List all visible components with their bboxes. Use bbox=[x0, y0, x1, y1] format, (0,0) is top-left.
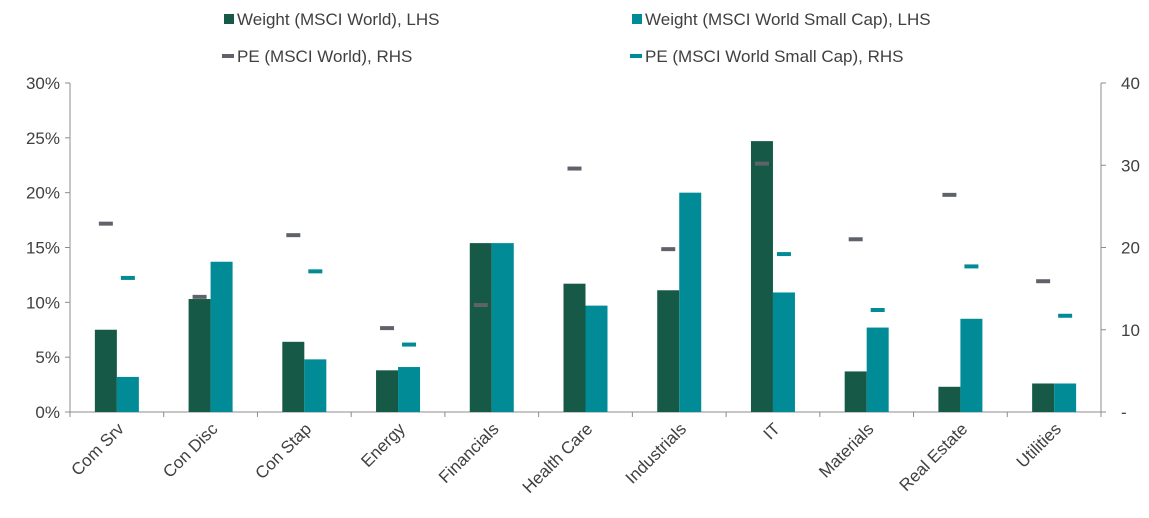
bar-msci-world bbox=[282, 341, 305, 412]
right-tick-label: 40 bbox=[1121, 74, 1140, 93]
right-tick-label: 10 bbox=[1121, 321, 1140, 340]
bar-msci-world-small-cap bbox=[210, 261, 233, 412]
right-tick-label: - bbox=[1121, 403, 1127, 422]
category-label: Real Estate bbox=[896, 419, 972, 495]
bar-msci-world-small-cap bbox=[866, 327, 889, 412]
category-label: Com Srv bbox=[67, 419, 128, 480]
legend-swatch bbox=[632, 14, 642, 24]
bar-msci-world-small-cap bbox=[1054, 383, 1077, 412]
left-tick-label: 30% bbox=[26, 74, 60, 93]
bar-msci-world-small-cap bbox=[585, 305, 608, 412]
bar-msci-world-small-cap bbox=[491, 243, 514, 412]
category-label: Industrials bbox=[622, 419, 690, 487]
bar-msci-world-small-cap bbox=[772, 292, 795, 412]
bar-msci-world bbox=[657, 290, 680, 412]
bar-msci-world bbox=[563, 283, 586, 412]
bar-msci-world-small-cap bbox=[398, 367, 421, 412]
left-tick-label: 25% bbox=[26, 129, 60, 148]
legend-label: PE (MSCI World), RHS bbox=[237, 47, 412, 66]
bar-msci-world bbox=[469, 243, 492, 412]
category-label: Health Care bbox=[519, 419, 597, 497]
bar-msci-world-small-cap bbox=[304, 359, 327, 412]
right-tick-label: 20 bbox=[1121, 239, 1140, 258]
bar-msci-world bbox=[844, 371, 867, 412]
category-label: Utilities bbox=[1013, 419, 1065, 471]
bar-msci-world bbox=[188, 299, 211, 412]
legend-swatch bbox=[224, 14, 234, 24]
bar-msci-world bbox=[1032, 383, 1055, 412]
bar-msci-world-small-cap bbox=[116, 376, 139, 412]
left-tick-label: 5% bbox=[35, 348, 60, 367]
left-tick-label: 0% bbox=[35, 403, 60, 422]
bar-msci-world-small-cap bbox=[679, 192, 702, 412]
left-tick-label: 10% bbox=[26, 293, 60, 312]
bar-msci-world-small-cap bbox=[960, 318, 983, 412]
left-tick-label: 20% bbox=[26, 184, 60, 203]
category-label: Con Disc bbox=[159, 419, 222, 482]
legend-label: Weight (MSCI World Small Cap), LHS bbox=[645, 10, 931, 29]
left-tick-label: 15% bbox=[26, 239, 60, 258]
bar-msci-world bbox=[750, 141, 773, 412]
category-label: Con Stap bbox=[252, 419, 316, 483]
category-label: IT bbox=[760, 419, 784, 443]
category-label: Energy bbox=[357, 419, 409, 471]
category-label: Materials bbox=[815, 419, 877, 481]
bar-msci-world bbox=[94, 329, 117, 412]
legend-label: PE (MSCI World Small Cap), RHS bbox=[645, 47, 904, 66]
right-tick-label: 30 bbox=[1121, 156, 1140, 175]
bar-msci-world bbox=[938, 386, 961, 412]
bar-msci-world bbox=[376, 370, 399, 412]
legend-label: Weight (MSCI World), LHS bbox=[237, 10, 439, 29]
category-label: Financials bbox=[435, 419, 503, 487]
